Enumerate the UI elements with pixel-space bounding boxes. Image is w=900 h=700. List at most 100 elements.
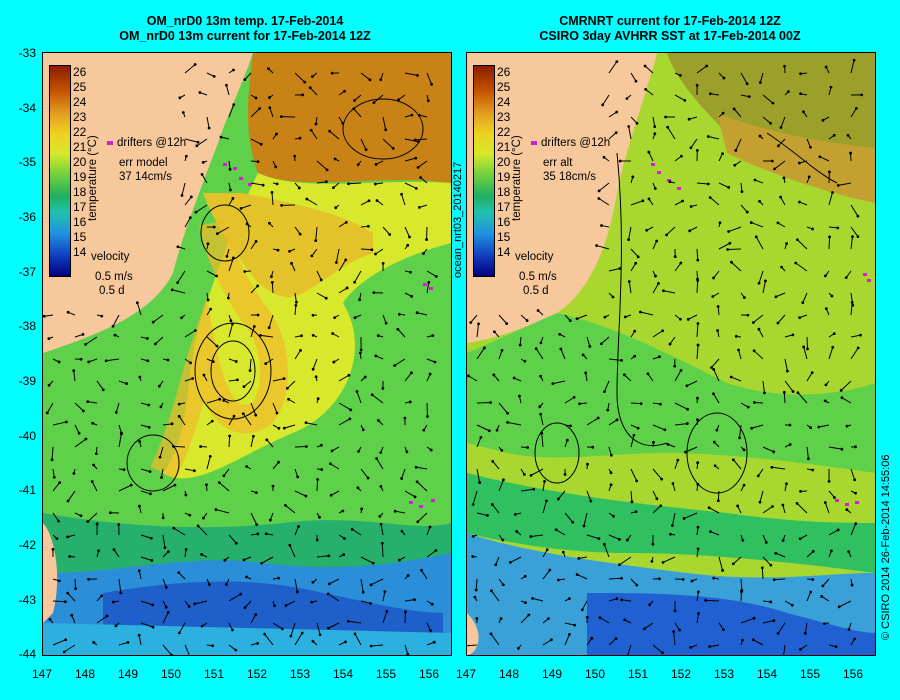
velocity-arrow-head — [824, 65, 828, 69]
velocity-arrow-head — [404, 610, 407, 614]
velocity-arrow — [630, 402, 642, 405]
velocity-arrow — [250, 326, 255, 338]
velocity-arrow-head — [189, 361, 192, 365]
velocity-arrow — [608, 61, 618, 74]
x-tick: 153 — [713, 667, 735, 681]
velocity-arrow-head — [769, 121, 772, 125]
velocity-arrow — [828, 236, 831, 250]
velocity-arrow — [380, 524, 384, 536]
copyright-label: © CSIRO 2014 26-Feb-2014 14:55:06 — [880, 454, 892, 640]
velocity-arrow — [696, 591, 699, 602]
velocity-arrow-head — [333, 316, 337, 320]
velocity-arrow — [382, 226, 391, 235]
velocity-arrow-head — [547, 617, 550, 621]
x-tick: 147 — [455, 667, 477, 681]
velocity-arrow-head — [718, 221, 722, 225]
velocity-arrow — [228, 257, 234, 272]
velocity-arrow-head — [170, 288, 174, 292]
velocity-arrow — [360, 72, 371, 81]
velocity-arrow-head — [673, 609, 677, 613]
velocity-arrow-head — [425, 238, 428, 241]
velocity-arrow — [640, 311, 654, 316]
velocity-arrow — [739, 424, 742, 438]
velocity-arrow-head — [556, 497, 560, 501]
velocity-arrow — [305, 422, 318, 426]
velocity-arrow-head — [850, 300, 854, 304]
velocity-arrow — [759, 490, 764, 503]
velocity-arrow-head — [242, 385, 246, 388]
velocity-arrow-head — [176, 245, 180, 249]
velocity-arrow — [382, 314, 387, 324]
velocity-arrow-head — [790, 603, 794, 607]
velocity-arrow — [713, 393, 720, 404]
velocity-arrow-head — [653, 125, 657, 129]
velocity-arrow — [294, 292, 297, 303]
velocity-arrow — [778, 138, 786, 147]
velocity-arrow — [250, 512, 258, 525]
velocity-arrow — [152, 314, 164, 323]
velocity-arrow — [417, 512, 428, 523]
velocity-arrow-head — [287, 397, 290, 401]
velocity-arrow — [850, 204, 859, 217]
velocity-arrow-head — [211, 644, 215, 648]
velocity-arrow-head — [215, 232, 219, 236]
velocity-arrow — [260, 334, 274, 338]
velocity-arrow-head — [736, 504, 740, 508]
velocity-arrow-head — [615, 60, 619, 64]
velocity-arrow — [404, 490, 416, 498]
velocity-arrow — [520, 488, 534, 492]
velocity-arrow-head — [353, 99, 356, 102]
velocity-arrow-head — [788, 443, 792, 446]
velocity-arrow-head — [554, 528, 558, 532]
velocity-arrow-head — [615, 110, 619, 114]
velocity-arrow-head — [708, 92, 712, 96]
velocity-arrow — [652, 240, 658, 250]
velocity-arrow — [223, 468, 230, 477]
velocity-arrow-head — [376, 334, 380, 338]
velocity-arrow — [338, 259, 347, 272]
velocity-arrow-head — [374, 162, 378, 166]
velocity-arrow — [426, 550, 437, 558]
cb-tick: 26 — [73, 65, 87, 79]
velocity-arrow — [713, 270, 720, 279]
velocity-arrow-head — [311, 333, 315, 337]
velocity-arrow-head — [212, 75, 216, 78]
velocity-arrow-head — [830, 294, 834, 298]
velocity-arrow-head — [809, 590, 813, 594]
velocity-arrow — [648, 151, 654, 162]
velocity-arrow-head — [310, 254, 314, 258]
velocity-arrow-head — [196, 524, 200, 528]
velocity-arrow-head — [315, 538, 319, 542]
velocity-arrow-head — [384, 128, 388, 132]
velocity-arrow — [822, 578, 830, 587]
velocity-arrow-head — [802, 345, 806, 349]
velocity-arrow-head — [716, 499, 720, 503]
velocity-arrow — [818, 424, 830, 428]
velocity-arrow — [328, 622, 340, 629]
velocity-arrow-head — [290, 261, 293, 265]
velocity-arrow-head — [187, 605, 191, 608]
velocity-arrow-head — [844, 276, 848, 280]
velocity-arrow-head — [798, 537, 802, 541]
velocity-arrow — [476, 437, 482, 448]
velocity-arrow-head — [671, 524, 674, 527]
velocity-arrow-head — [643, 64, 647, 68]
velocity-arrow-head — [823, 399, 827, 403]
velocity-arrow — [740, 617, 755, 624]
velocity-arrow-head — [721, 569, 724, 572]
velocity-arrow-head — [324, 296, 328, 300]
velocity-arrow — [52, 639, 66, 646]
velocity-arrow — [671, 512, 676, 526]
velocity-arrow — [775, 552, 786, 558]
velocity-arrow-head — [712, 368, 716, 371]
velocity-arrow-head — [72, 472, 76, 475]
velocity-arrow — [598, 182, 610, 192]
velocity-arrow-head — [177, 631, 181, 635]
velocity-arrow — [740, 182, 743, 192]
temperature-axis-label: temperature (°C) — [87, 135, 99, 221]
velocity-arrow-head — [567, 597, 571, 601]
velocity-arrow-head — [716, 329, 720, 332]
velocity-arrow-head — [532, 487, 536, 491]
velocity-arrow-head — [523, 574, 527, 578]
velocity-arrow — [329, 578, 340, 585]
